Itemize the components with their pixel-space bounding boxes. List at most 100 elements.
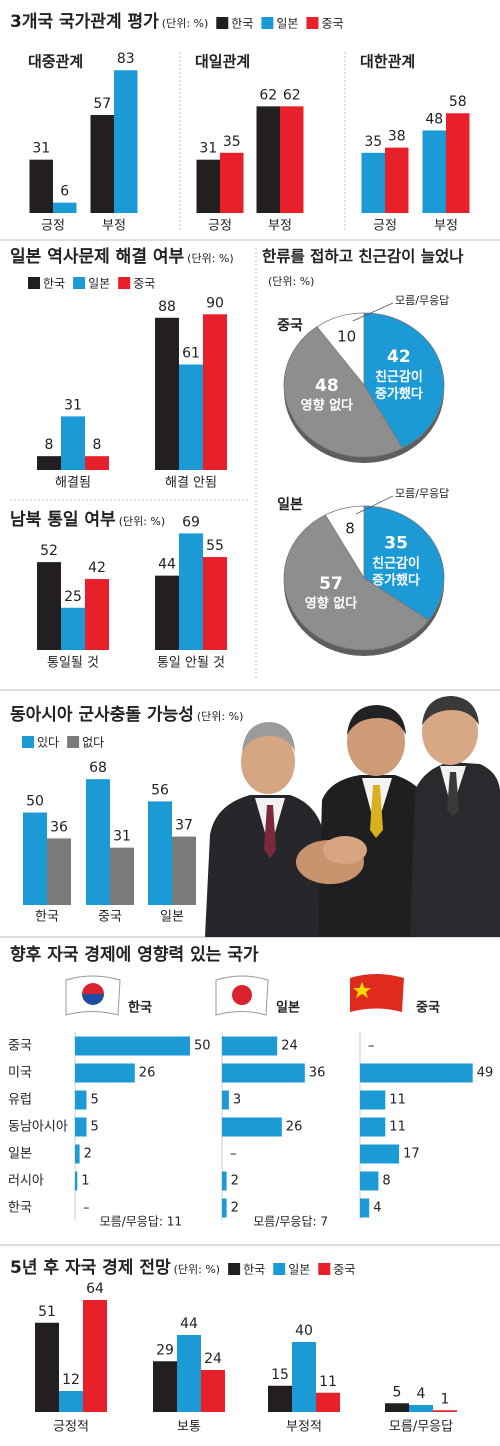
flag-symbol (232, 985, 252, 1005)
category-label: 일본 (160, 910, 184, 925)
value-label: 8 (382, 1174, 390, 1189)
legend-swatch (28, 277, 40, 289)
bar (90, 114, 114, 213)
value-label: 4 (373, 1201, 381, 1216)
value-label: 1 (441, 1391, 450, 1407)
panel-title: 대한관계 (360, 53, 415, 71)
flag-symbol (82, 983, 104, 994)
note: 모름/무응답: 7 (253, 1215, 328, 1229)
pie-slice (283, 514, 430, 651)
photo-suit (410, 762, 500, 937)
slice-value: 42 (387, 347, 411, 367)
category-label: 동남아시아 (8, 1120, 68, 1135)
legend-label: 있다 (37, 736, 59, 750)
legend-swatch (318, 1263, 331, 1275)
value-label: 11 (389, 1120, 406, 1135)
bar (114, 70, 138, 214)
bar (292, 1342, 316, 1412)
slice-value: 8 (345, 520, 355, 538)
chart-title: 한류를 접하고 친근감이 늘었나 (262, 247, 464, 266)
bar (179, 364, 203, 470)
slice-label: 모름/무응답 (395, 487, 449, 500)
chart-title: 향후 자국 경제에 영향력 있는 국가 (10, 944, 259, 965)
panel-title: 대일관계 (195, 53, 250, 71)
bar (201, 1370, 225, 1412)
leader-line (355, 495, 394, 515)
category-label: 통일될 것 (47, 656, 99, 671)
bar (172, 836, 196, 905)
value-label: 8 (93, 437, 102, 453)
category-label: 보통 (177, 1420, 201, 1435)
value-label: 50 (26, 794, 44, 810)
slice-label-line: 친근감이 (375, 368, 423, 384)
unit-label: (단위: %) (187, 252, 233, 265)
value-label: 24 (281, 1039, 298, 1054)
unit-label: (단위: %) (174, 1263, 220, 1276)
photo-tie (370, 785, 383, 838)
flag-symbol (82, 994, 104, 1005)
leader-line (352, 302, 394, 322)
value-label: 37 (175, 818, 193, 834)
slice-label-line: 증가했다 (375, 385, 423, 401)
value-label: 44 (180, 1316, 198, 1332)
category-label: 한국 (8, 1201, 32, 1216)
value-label: 36 (50, 819, 68, 835)
value-label: 11 (389, 1093, 406, 1108)
photo-hair (422, 696, 479, 725)
value-label: 2 (231, 1201, 239, 1216)
value-label: 31 (113, 829, 131, 845)
bar (153, 1361, 177, 1412)
unit-label: (단위: %) (162, 17, 208, 30)
category-label: 러시아 (8, 1174, 44, 1189)
value-label: 57 (93, 96, 111, 112)
value-label: 68 (89, 760, 107, 776)
chart-title: 3개국 국가관계 평가 (10, 12, 159, 32)
bar (360, 1144, 400, 1164)
value-label: 17 (403, 1147, 420, 1162)
bar (361, 152, 385, 213)
category-label: 부정 (102, 219, 126, 234)
pie-name: 중국 (277, 318, 303, 334)
bar (360, 1198, 370, 1218)
bar (23, 812, 47, 905)
pie-name: 일본 (277, 497, 303, 513)
slice-label: 모름/무응답 (395, 294, 449, 307)
slice-label: 영향 없다 (301, 398, 353, 414)
legend-swatch (216, 17, 229, 29)
value-label: 26 (139, 1066, 156, 1081)
bar (75, 1117, 87, 1137)
value-label: 26 (286, 1120, 303, 1135)
value-label: 5 (393, 1384, 402, 1400)
category-label: 긍정 (373, 219, 397, 234)
bar (222, 1090, 229, 1110)
bar (360, 1090, 386, 1110)
legend-swatch (228, 1263, 241, 1275)
bar (222, 1198, 227, 1218)
bar (409, 1405, 433, 1412)
bar (256, 106, 280, 213)
value-label: 11 (319, 1374, 337, 1390)
photo-suit (205, 795, 330, 937)
bar (75, 1036, 190, 1056)
value-label: 31 (64, 397, 82, 413)
pie-slice (324, 505, 365, 580)
category-label: 모름/무응답 (389, 1420, 453, 1435)
bar (37, 456, 61, 470)
legend-label: 중국 (333, 1263, 355, 1277)
photo-head (422, 699, 478, 765)
photo-hands (323, 836, 367, 864)
photo-head (347, 708, 405, 776)
value-label: 2 (231, 1174, 239, 1189)
category-label: 통일 안될 것 (157, 656, 225, 671)
panel-title: 대중관계 (28, 53, 83, 71)
value-label: 58 (449, 94, 467, 110)
value-label: 83 (117, 51, 135, 67)
legend-swatch (306, 17, 319, 29)
chart-title: 5년 후 자국 경제 전망 (10, 1257, 171, 1278)
note: 모름/무응답: 11 (100, 1215, 182, 1229)
value-label: 61 (182, 345, 200, 361)
bar (433, 1410, 457, 1412)
pie-slice (283, 326, 404, 458)
category-label: 긍정 (208, 219, 232, 234)
photo-hair (347, 705, 406, 735)
